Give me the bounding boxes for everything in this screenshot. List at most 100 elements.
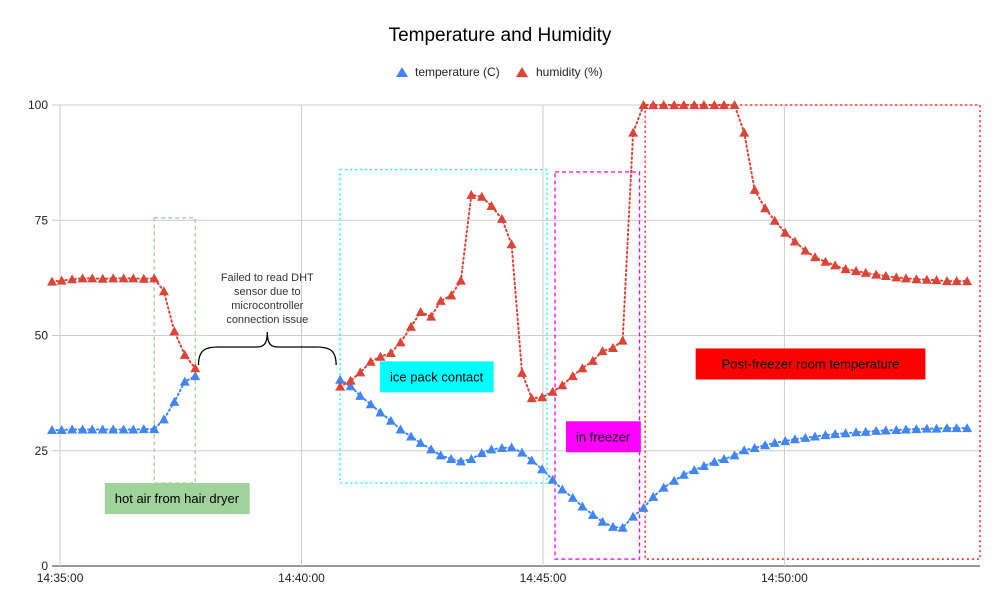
data-point	[67, 424, 78, 434]
data-point	[158, 286, 169, 296]
data-point	[426, 444, 437, 454]
data-point	[87, 273, 98, 283]
data-point	[446, 454, 457, 464]
data-point	[597, 516, 608, 526]
data-point	[942, 276, 953, 286]
annotation-label-bg-3	[565, 421, 641, 453]
data-point	[648, 100, 659, 109]
data-point	[911, 424, 922, 434]
data-point	[597, 346, 608, 356]
gap-note-line: Failed to read DHT	[221, 272, 314, 284]
series-temperature	[47, 371, 973, 532]
data-point	[900, 273, 911, 283]
data-point	[628, 127, 639, 137]
data-point	[749, 184, 760, 194]
data-point	[486, 200, 497, 210]
data-point	[455, 456, 466, 466]
data-point	[385, 348, 396, 358]
data-point	[567, 371, 578, 381]
data-point	[951, 423, 962, 433]
data-point	[466, 454, 477, 464]
data-point	[547, 474, 558, 484]
data-point	[138, 424, 149, 434]
data-point	[56, 275, 67, 285]
data-point	[87, 424, 98, 434]
data-point	[345, 375, 356, 385]
data-point	[840, 264, 851, 274]
gap-note-line: sensor due to	[234, 286, 301, 298]
legend-marker-humidity	[516, 67, 528, 77]
gap-note-line: microcontroller	[231, 300, 303, 312]
data-point	[709, 456, 720, 466]
data-point	[760, 440, 771, 450]
y-tick-label: 25	[35, 444, 49, 458]
data-point	[179, 349, 190, 359]
data-point	[678, 100, 689, 109]
data-point	[931, 275, 942, 285]
data-point	[169, 396, 180, 406]
annotation-box-0	[153, 217, 196, 484]
data-point	[607, 521, 618, 531]
data-point	[880, 271, 891, 281]
data-point	[435, 450, 446, 460]
data-point	[617, 522, 628, 532]
data-point	[405, 321, 416, 331]
data-point	[871, 269, 882, 279]
data-point	[577, 501, 588, 511]
y-axis-ticks: 0 25 50 75 100	[28, 98, 48, 573]
legend-marker-temperature	[396, 67, 408, 77]
legend: temperature (C) humidity (%)	[396, 65, 603, 79]
annotation-label-bg-0	[104, 483, 250, 515]
annotation-box-4	[644, 104, 981, 560]
data-point	[749, 442, 760, 452]
gap-brace	[197, 332, 337, 366]
data-point	[638, 502, 649, 512]
data-point	[385, 415, 396, 425]
data-point	[426, 311, 437, 321]
x-axis-ticks: 14:35:00 14:40:00 14:45:00 14:50:00	[37, 571, 808, 585]
data-point	[587, 355, 598, 365]
x-tick-label: 14:50:00	[761, 571, 808, 585]
data-point	[77, 273, 88, 283]
data-point	[698, 100, 709, 109]
data-point	[942, 423, 953, 433]
data-point	[179, 376, 190, 386]
data-point	[810, 252, 821, 262]
data-point	[365, 399, 376, 409]
data-point	[698, 460, 709, 470]
data-point	[669, 100, 680, 109]
data-point	[739, 445, 750, 455]
data-point	[911, 274, 922, 284]
data-point	[415, 306, 426, 316]
y-tick-label: 100	[28, 98, 48, 112]
data-point	[669, 475, 680, 485]
data-point	[780, 436, 791, 446]
series-line	[339, 378, 969, 529]
y-tick-label: 0	[41, 559, 48, 573]
data-point	[962, 423, 973, 433]
data-point	[789, 236, 800, 246]
data-point	[517, 447, 528, 457]
data-point	[820, 256, 831, 266]
data-point	[689, 100, 700, 109]
data-point	[395, 424, 406, 434]
data-point	[587, 509, 598, 519]
data-point	[118, 424, 129, 434]
data-point	[658, 482, 669, 492]
data-point	[496, 213, 507, 223]
data-point	[128, 273, 139, 283]
data-point	[56, 425, 67, 435]
data-point	[415, 437, 426, 447]
data-point	[557, 380, 568, 390]
data-point	[900, 424, 911, 434]
data-point	[729, 450, 740, 460]
data-point	[455, 275, 466, 285]
gridlines	[52, 104, 980, 567]
data-point	[506, 442, 517, 452]
series-line	[51, 277, 197, 370]
data-point	[628, 511, 639, 521]
data-point	[860, 267, 871, 277]
annotation-box-3	[554, 171, 641, 560]
data-point	[648, 491, 659, 501]
data-point	[921, 274, 932, 284]
